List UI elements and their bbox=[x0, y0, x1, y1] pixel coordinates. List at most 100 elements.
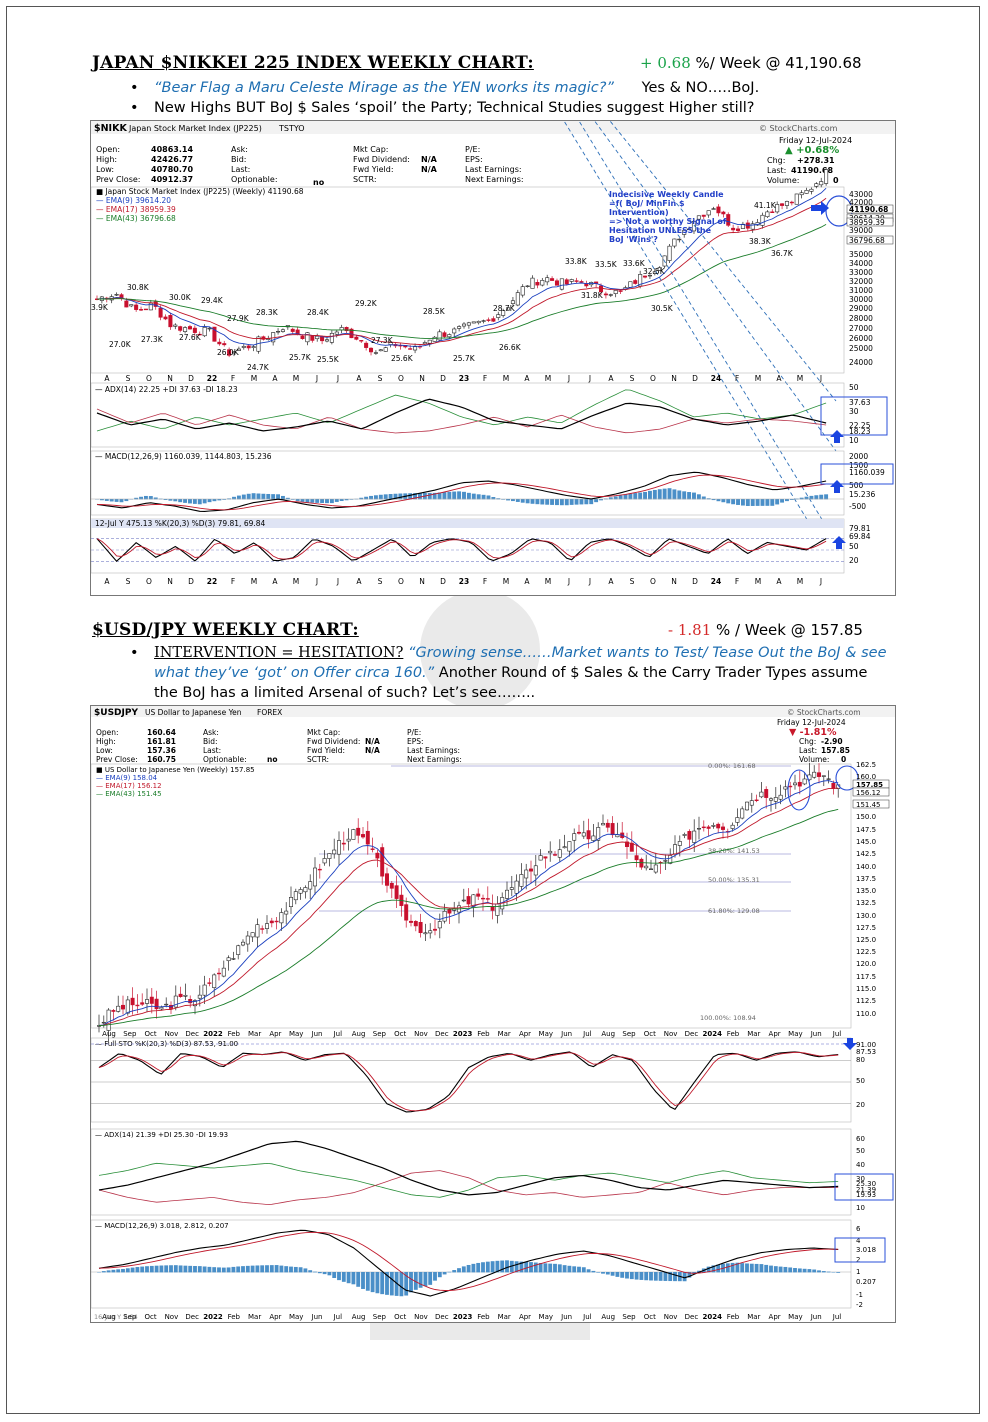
macd-histogram-bar bbox=[124, 499, 129, 502]
nikkei-x-axis-bottom: A S O N D 22 F M A M J J A S O N D 23 F M A M J J A S O N D 24 F M A M J bbox=[104, 577, 822, 586]
x-tick-label: F bbox=[231, 374, 235, 383]
fib-label: 61.80%: 129.08 bbox=[708, 907, 760, 915]
x-tick-label: F bbox=[483, 577, 487, 586]
sto-tick-label: 20 bbox=[856, 1101, 865, 1109]
price-label: 30.5K bbox=[651, 304, 674, 313]
macd-histogram-bar bbox=[814, 495, 819, 500]
macd-histogram-bar bbox=[327, 1272, 332, 1276]
x-tick-label: Dec bbox=[435, 1030, 449, 1038]
x-tick-label: O bbox=[650, 577, 656, 586]
macd-histogram-bar bbox=[452, 491, 457, 500]
x-tick-label: 22 bbox=[207, 577, 217, 586]
candle-body bbox=[804, 190, 809, 194]
nikkei-bullet-text: New Highs BUT BoJ $ Sales ‘spoil’ the Pa… bbox=[154, 100, 755, 116]
x-tick-label: Aug bbox=[601, 1030, 615, 1038]
nikkei-col2-2: Last: bbox=[231, 165, 250, 174]
x-tick-label: S bbox=[378, 374, 383, 383]
y-tick-box bbox=[846, 235, 894, 245]
candle-body bbox=[603, 293, 608, 296]
candle-body bbox=[315, 335, 320, 340]
macd-histogram-bar bbox=[819, 494, 824, 500]
candle-body bbox=[404, 904, 409, 921]
x-tick-label: Feb bbox=[228, 1313, 241, 1321]
usdjpy-exchange: FOREX bbox=[257, 708, 282, 717]
candle-body bbox=[657, 267, 662, 271]
candle-body bbox=[481, 897, 485, 900]
macd-histogram-bar bbox=[125, 1268, 130, 1273]
macd-histogram-bar bbox=[514, 1261, 519, 1273]
candle-body bbox=[564, 279, 569, 285]
minus-di-line bbox=[98, 1170, 839, 1205]
macd-histogram-bar bbox=[725, 1263, 730, 1273]
x-tick-label: J bbox=[315, 374, 318, 383]
macd-histogram-bar bbox=[775, 499, 780, 505]
macd-histogram-bar bbox=[785, 499, 789, 502]
candle-body bbox=[422, 342, 427, 345]
x-tick-label: N bbox=[419, 577, 425, 586]
usdjpy-macd-plot bbox=[91, 1229, 851, 1297]
usdjpy-date: Friday 12-Jul-2024 bbox=[777, 718, 846, 727]
macd-histogram-bar bbox=[212, 499, 217, 502]
y-tick-label: 142.5 bbox=[856, 850, 876, 858]
usdjpy-change-suffix: % / Week @ 157.85 bbox=[711, 621, 863, 639]
macd-histogram-bar bbox=[364, 496, 369, 500]
candle-body bbox=[543, 856, 548, 859]
usdjpy-highlight-circle-1 bbox=[787, 769, 811, 811]
macd-histogram-bar bbox=[529, 1262, 533, 1273]
nikkei-col4-0: P/E: bbox=[465, 145, 480, 154]
nikkei-macd-label: — MACD(12,26,9) 1160.039, 1144.803, 15.2… bbox=[95, 452, 272, 461]
macd-histogram-bar bbox=[106, 1270, 111, 1273]
candle-body bbox=[809, 188, 814, 192]
macd-histogram-bar bbox=[574, 499, 579, 505]
macd-histogram-bar bbox=[553, 1263, 557, 1273]
candle-body bbox=[284, 910, 289, 915]
plus-di-line bbox=[98, 1162, 839, 1198]
candle-body bbox=[567, 841, 572, 852]
x-tick-label: M bbox=[293, 374, 299, 383]
candle-body bbox=[485, 898, 490, 900]
nikkei-volume-label: Volume: bbox=[767, 176, 799, 185]
macd-histogram-bar bbox=[413, 493, 418, 500]
candle-body bbox=[222, 343, 227, 346]
macd-histogram-bar bbox=[332, 1272, 337, 1278]
adx-line bbox=[98, 1140, 839, 1196]
macd-histogram-bar bbox=[495, 1260, 500, 1273]
x-tick-label: Aug bbox=[352, 1313, 366, 1321]
y-tick-label: 150.0 bbox=[856, 813, 876, 821]
x-tick-label: O bbox=[398, 577, 404, 586]
nikkei-annotation-2: Intervention) bbox=[609, 208, 669, 217]
nikkei-chg-label: Chg: bbox=[767, 156, 785, 165]
nikkei-macd-plot bbox=[91, 471, 844, 512]
macd-histogram-bar bbox=[755, 499, 760, 506]
price-label: 27.0K bbox=[109, 340, 132, 349]
x-tick-label: N bbox=[167, 577, 173, 586]
candle-body bbox=[540, 280, 545, 286]
candle-body bbox=[711, 825, 716, 827]
usdjpy-low-value: 157.36 bbox=[147, 746, 176, 755]
candle-body bbox=[298, 889, 303, 894]
nikkei-watermark: © StockCharts.com bbox=[759, 124, 838, 133]
nikkei-legend-3: — EMA(43) 36796.68 bbox=[96, 214, 176, 223]
macd-histogram-bar bbox=[579, 499, 584, 505]
macd-histogram-bar bbox=[293, 1266, 298, 1273]
x-tick-label: F bbox=[231, 577, 235, 586]
macd-histogram-bar bbox=[749, 1263, 754, 1273]
nikkei-annotation-4: Hesitation UNLESS the bbox=[609, 226, 712, 235]
macd-histogram-bar bbox=[452, 1270, 457, 1273]
nikkei-adx-label: — ADX(14) 22.25 +DI 37.63 -DI 18.23 bbox=[95, 385, 238, 394]
x-tick-label: Jul bbox=[333, 1030, 343, 1038]
candle-body bbox=[789, 201, 794, 204]
nikkei-col3-1: Fwd Dividend: bbox=[353, 155, 410, 164]
nikkei-exchange: TSTYO bbox=[278, 124, 305, 133]
macd-histogram-bar bbox=[765, 499, 770, 506]
macd-tick-label: 1500 bbox=[849, 461, 868, 470]
candle-body bbox=[158, 307, 163, 318]
macd-tick-label: 2 bbox=[856, 1256, 860, 1264]
y-tick-box bbox=[852, 799, 890, 809]
candle-body bbox=[773, 797, 778, 802]
usdjpy-sto-arrow-icon bbox=[843, 1038, 857, 1050]
candle-body bbox=[154, 998, 159, 1010]
candle-body bbox=[486, 319, 491, 321]
candle-body bbox=[260, 928, 265, 930]
y-tick-label: 137.5 bbox=[856, 875, 876, 883]
